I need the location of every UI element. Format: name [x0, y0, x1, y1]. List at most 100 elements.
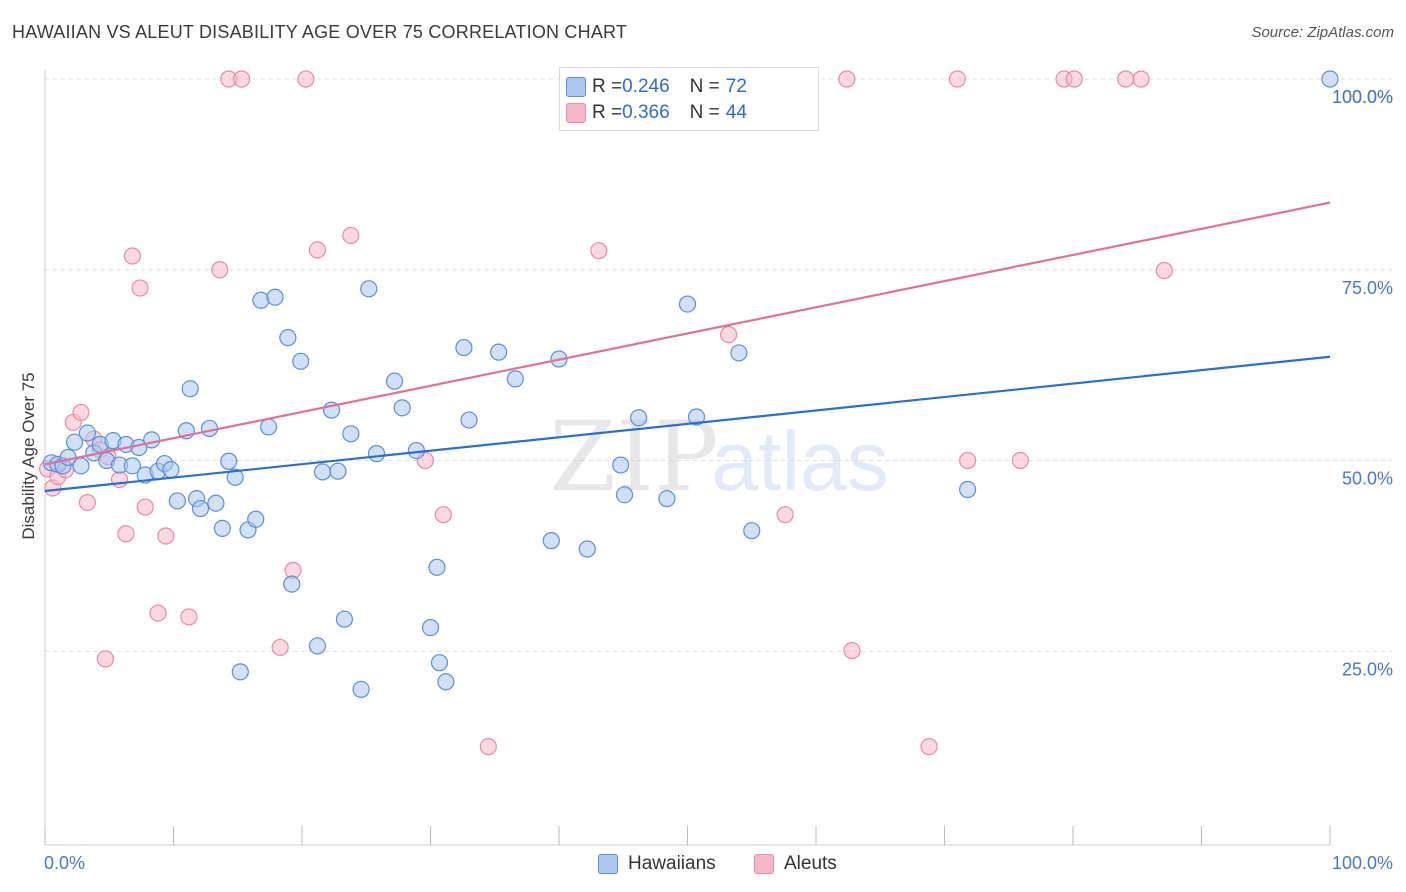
aleuts-swatch [566, 103, 586, 123]
legend-item-aleuts[interactable]: Aleuts [754, 852, 837, 876]
data-point [123, 247, 141, 265]
data-point [385, 372, 404, 390]
y-tick-label: 100.0% [1332, 87, 1393, 107]
data-point [959, 451, 977, 470]
n-label: N = [689, 76, 720, 97]
data-point [460, 411, 478, 429]
data-point [162, 461, 180, 479]
data-point [437, 673, 455, 691]
data-point [1117, 70, 1135, 88]
data-point [247, 510, 265, 528]
legend-item-hawaiians[interactable]: Hawaiians [598, 852, 716, 876]
data-point [630, 409, 648, 427]
data-point [220, 452, 238, 470]
stats-legend: R = 0.246 N = 72 R = 0.366 N = 44 [559, 67, 819, 131]
data-point [678, 295, 697, 313]
data-point [65, 433, 84, 451]
data-point [578, 540, 596, 558]
data-point [96, 650, 114, 668]
legend-row-hawaiians: R = 0.246 N = 72 [566, 75, 747, 99]
data-point [959, 480, 977, 499]
tick-labels: 25.0%50.0%75.0%100.0%100.0%0.0% 100.0% [44, 87, 1393, 873]
data-point [279, 329, 297, 347]
aleuts-legend-swatch [754, 854, 774, 874]
watermark: ZIP atlas [549, 401, 888, 513]
data-point [1155, 261, 1173, 280]
svg-text:atlas: atlas [711, 414, 888, 508]
n-value: 72 [725, 76, 747, 97]
data-point [1132, 70, 1150, 88]
data-point [117, 525, 135, 543]
data-point [226, 468, 244, 486]
data-point [455, 338, 473, 357]
data-point [283, 575, 301, 593]
data-point [1321, 70, 1339, 88]
data-point [342, 226, 360, 245]
data-point [335, 610, 354, 628]
data-point [271, 638, 289, 657]
data-point [838, 70, 856, 88]
data-point [1065, 70, 1083, 88]
data-point [180, 608, 198, 626]
hawaiians-trend-line [44, 355, 1331, 493]
data-point [233, 70, 251, 88]
r-label: R = [592, 102, 623, 123]
data-point [181, 380, 199, 398]
data-point [207, 494, 225, 512]
y-axis-label: Disability Age Over 75 [19, 372, 38, 539]
data-point [72, 403, 90, 422]
data-point [1011, 451, 1029, 470]
data-point [191, 499, 210, 518]
data-point [211, 261, 229, 279]
data-point [948, 70, 966, 88]
data-point [308, 241, 327, 259]
n-value: 44 [725, 102, 747, 123]
data-point [352, 680, 370, 699]
data-point [720, 326, 738, 344]
data-point [231, 663, 249, 681]
data-point [78, 493, 97, 512]
data-point [367, 445, 386, 463]
legend-row-aleuts: R = 0.366 N = 44 [566, 101, 747, 125]
data-point [428, 558, 446, 576]
data-point [360, 280, 378, 298]
data-point [615, 486, 634, 504]
x-tick-label: 100.0% [1332, 853, 1393, 873]
data-point [313, 463, 332, 481]
data-point [612, 456, 630, 474]
data-point [136, 498, 154, 516]
n-label: N = [689, 102, 720, 123]
data-point [479, 738, 497, 756]
legend-label-aleuts: Aleuts [784, 853, 837, 874]
data-point [266, 288, 284, 306]
y-tick-label: 50.0% [1342, 469, 1393, 489]
x-tick-label: 0.0% [44, 853, 85, 873]
data-point [292, 352, 310, 370]
data-point [259, 418, 278, 436]
data-point [687, 408, 706, 426]
data-point [393, 399, 411, 417]
data-point [110, 470, 129, 489]
data-point [143, 431, 161, 449]
r-value: 0.246 [622, 76, 670, 97]
source-credit: Source: ZipAtlas.com [1251, 24, 1394, 41]
data-point [168, 492, 186, 510]
chart-title: HAWAIIAN VS ALEUT DISABILITY AGE OVER 75… [12, 22, 628, 42]
data-point [490, 343, 508, 361]
data-point [157, 527, 175, 545]
data-point [590, 242, 608, 260]
r-label: R = [592, 76, 623, 97]
data-point [421, 618, 440, 637]
data-point [434, 506, 452, 524]
data-point [506, 370, 524, 388]
data-point [730, 344, 748, 362]
data-point [342, 425, 360, 443]
data-point [297, 70, 315, 88]
data-point [213, 519, 231, 538]
aleuts-trend-line [44, 201, 1331, 466]
hawaiians-legend-swatch [598, 854, 618, 874]
data-point [252, 291, 270, 309]
data-point [430, 654, 449, 672]
data-point [776, 506, 794, 524]
